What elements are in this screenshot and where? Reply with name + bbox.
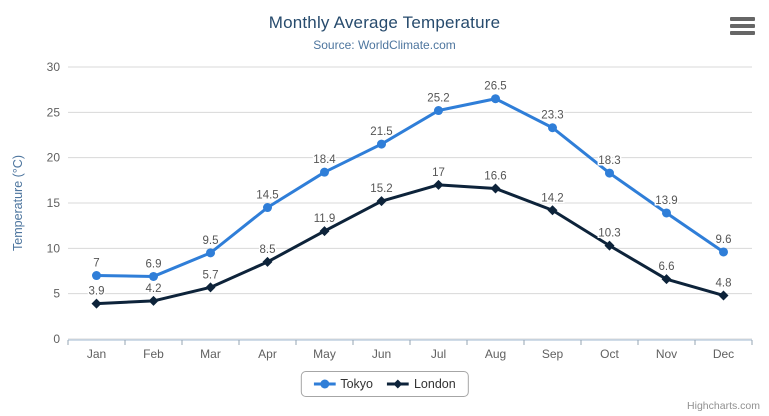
chart-subtitle: Source: WorldClimate.com [313, 38, 456, 52]
legend-item-tokyo[interactable]: Tokyo [313, 377, 373, 391]
y-axis-label-30: 30 [47, 60, 61, 74]
london-data-label-aug: 16.6 [484, 170, 506, 182]
tokyo-point-mar[interactable] [206, 248, 215, 258]
london-legend-marker [386, 379, 409, 389]
tokyo-data-label-jun: 21.5 [370, 126, 392, 138]
london-point-nov[interactable] [661, 274, 672, 285]
london-point-may[interactable] [319, 226, 330, 237]
legend-label-london: London [413, 377, 456, 391]
london-point-jan[interactable] [91, 298, 102, 309]
y-axis-label-20: 20 [47, 151, 61, 165]
tokyo-data-label-aug: 26.5 [484, 81, 506, 93]
tokyo-data-label-mar: 9.5 [203, 235, 219, 247]
london-point-dec[interactable] [718, 290, 729, 301]
london-data-label-feb: 4.2 [146, 283, 162, 295]
hamburger-icon [730, 31, 755, 35]
tokyo-point-jul[interactable] [434, 106, 443, 116]
london-point-jul[interactable] [433, 179, 444, 190]
x-axis-label-sep: Sep [542, 347, 564, 361]
x-axis-label-apr: Apr [258, 347, 277, 361]
london-line [95, 183, 725, 306]
tokyo-point-apr[interactable] [263, 203, 272, 213]
tokyo-data-label-jan: 7 [93, 258, 99, 270]
london-point-feb[interactable] [148, 295, 159, 306]
tokyo-point-aug[interactable] [491, 94, 500, 104]
x-axis-label-aug: Aug [485, 347, 506, 361]
london-data-label-sep: 14.2 [541, 192, 563, 204]
tokyo-data-label-apr: 14.5 [256, 190, 278, 202]
london-data-label-apr: 8.5 [260, 244, 276, 256]
tokyo-legend-marker [313, 379, 336, 389]
tokyo-point-may[interactable] [320, 167, 329, 177]
tokyo-point-dec[interactable] [719, 247, 728, 257]
x-axis-label-mar: Mar [200, 347, 221, 361]
y-axis-label-25: 25 [47, 105, 61, 119]
london-point-oct[interactable] [604, 240, 615, 251]
x-axis-label-dec: Dec [713, 347, 734, 361]
tokyo-data-label-dec: 9.6 [716, 234, 732, 246]
london-data-label-nov: 6.6 [659, 261, 675, 273]
london-data-label-jun: 15.2 [370, 183, 392, 195]
y-axis-label-10: 10 [47, 241, 61, 255]
london-point-mar[interactable] [205, 282, 216, 293]
hamburger-icon [730, 24, 755, 28]
london-data-label-dec: 4.8 [716, 277, 732, 289]
y-axis-label-15: 15 [47, 196, 61, 210]
legend-label-tokyo: Tokyo [340, 377, 373, 391]
london-point-apr[interactable] [262, 256, 273, 267]
tokyo-point-jun[interactable] [377, 139, 386, 149]
london-data-label-jul: 17 [432, 167, 445, 179]
legend-item-london[interactable]: London [386, 377, 456, 391]
tokyo-data-label-sep: 23.3 [541, 110, 563, 122]
tokyo-data-label-jul: 25.2 [427, 93, 449, 105]
tokyo-data-label-feb: 6.9 [146, 258, 162, 270]
x-axis-label-oct: Oct [600, 347, 619, 361]
london-point-aug[interactable] [490, 183, 501, 194]
tokyo-point-jan[interactable] [92, 271, 101, 281]
london-data-label-jan: 3.9 [89, 286, 105, 298]
london-point-sep[interactable] [547, 205, 558, 216]
x-axis-label-feb: Feb [143, 347, 164, 361]
london-data-label-oct: 10.3 [598, 228, 620, 240]
x-axis-label-jan: Jan [87, 347, 106, 361]
highcharts-credits-link[interactable]: Highcharts.com [687, 400, 760, 412]
y-axis-title: Temperature (°C) [11, 155, 25, 251]
y-axis-label-0: 0 [53, 332, 60, 346]
legend: Tokyo London [300, 371, 469, 397]
london-data-label-may: 11.9 [314, 213, 336, 225]
tokyo-data-label-oct: 18.3 [598, 155, 620, 167]
chart-context-menu-button[interactable] [730, 17, 755, 35]
tokyo-point-sep[interactable] [548, 123, 557, 133]
tokyo-point-nov[interactable] [662, 208, 671, 218]
chart-title: Monthly Average Temperature [268, 13, 501, 32]
y-axis-label-5: 5 [53, 287, 60, 301]
tokyo-data-label-may: 18.4 [313, 154, 336, 166]
tokyo-data-label-nov: 13.9 [655, 195, 677, 207]
london-data-label-mar: 5.7 [203, 269, 219, 281]
x-axis-label-may: May [313, 347, 336, 361]
x-axis-label-jul: Jul [431, 347, 446, 361]
x-axis-label-nov: Nov [656, 347, 677, 361]
x-axis-label-jun: Jun [372, 347, 391, 361]
london-point-jun[interactable] [376, 196, 387, 207]
hamburger-icon [730, 17, 755, 21]
tokyo-point-oct[interactable] [605, 168, 614, 178]
tokyo-line [95, 97, 725, 278]
tokyo-point-feb[interactable] [149, 271, 158, 281]
